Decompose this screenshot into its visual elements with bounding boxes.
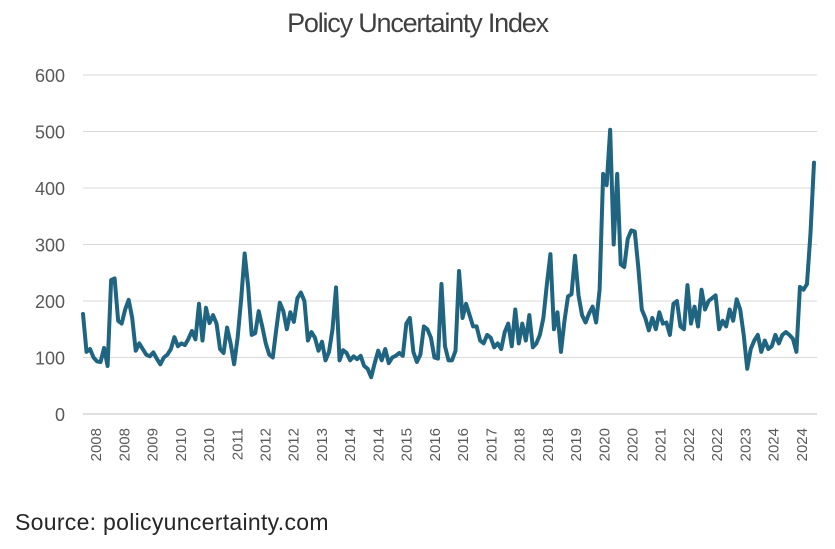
- x-tick-label: 2012: [286, 428, 303, 461]
- x-tick-label: 2014: [342, 428, 359, 461]
- y-tick-label: 100: [35, 349, 65, 369]
- x-tick-label: 2017: [483, 428, 500, 461]
- x-tick-label: 2014: [370, 428, 387, 461]
- y-axis-tick-labels: 0 100 200 300 400 500 600: [35, 66, 65, 425]
- x-tick-label: 2008: [88, 428, 105, 461]
- gridlines: [83, 74, 817, 415]
- x-tick-label: 2019: [568, 428, 585, 461]
- y-tick-label: 300: [35, 236, 65, 256]
- chart-title: Policy Uncertainty Index: [287, 8, 549, 38]
- x-tick-label: 2012: [258, 428, 275, 461]
- x-tick-label: 2010: [173, 428, 190, 461]
- x-tick-label: 2010: [201, 428, 218, 461]
- x-tick-label: 2008: [116, 428, 133, 461]
- x-tick-label: 2020: [596, 428, 613, 461]
- x-tick-label: 2018: [512, 428, 529, 461]
- x-tick-label: 2013: [314, 428, 331, 461]
- x-tick-label: 2023: [737, 428, 754, 461]
- x-tick-label: 2021: [653, 428, 670, 461]
- source-note: Source: policyuncertainty.com: [15, 509, 329, 535]
- x-tick-label: 2016: [427, 428, 444, 461]
- y-tick-label: 400: [35, 179, 65, 199]
- x-axis-tick-labels: 2008 2008 2009 2010 2010 2011 2012 2012 2013 2014…: [88, 428, 811, 461]
- y-tick-label: 500: [35, 123, 65, 143]
- x-tick-label: 2016: [455, 428, 472, 461]
- x-tick-label: 2018: [540, 428, 557, 461]
- y-tick-label: 600: [35, 66, 65, 86]
- x-tick-label: 2022: [681, 428, 698, 461]
- x-tick-label: 2022: [709, 428, 726, 461]
- y-tick-label: 200: [35, 292, 65, 312]
- x-tick-label: 2024: [766, 428, 783, 461]
- x-tick-label: 2020: [625, 428, 642, 461]
- x-tick-label: 2009: [145, 428, 162, 461]
- x-tick-label: 2011: [229, 428, 246, 460]
- x-tick-label: 2015: [399, 428, 416, 461]
- x-tick-label: 2024: [794, 428, 811, 461]
- series-group: [81, 127, 816, 380]
- series-line-0: [81, 127, 816, 380]
- y-tick-label: 0: [55, 405, 65, 425]
